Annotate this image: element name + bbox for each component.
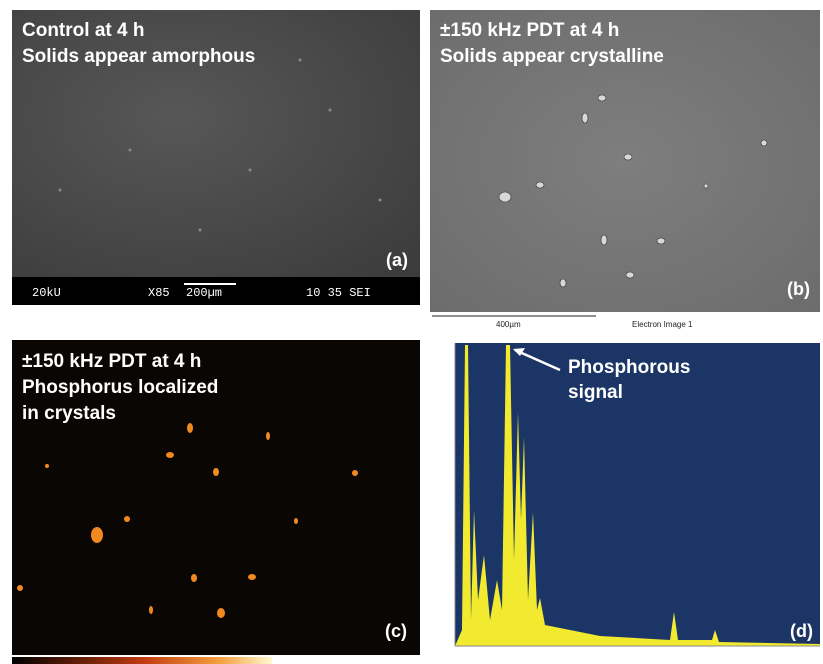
magnification: X85 [148, 286, 170, 300]
caption: ±150 kHz PDT at 4 h [440, 20, 619, 41]
panel-label: (b) [787, 279, 810, 299]
image-name: Electron Image 1 [632, 320, 693, 329]
info: 10 35 SEI [306, 286, 371, 300]
panel-c: ±150 kHz PDT at 4 h Phosphorus localized… [12, 340, 420, 664]
color-scale [12, 657, 272, 664]
annotation: Phosphorous [568, 357, 690, 378]
caption: Control at 4 h [22, 20, 144, 41]
caption: in crystals [22, 403, 116, 424]
scale: 400µm [496, 320, 521, 329]
caption: ±150 kHz PDT at 4 h [22, 351, 201, 372]
panel-a: Control at 4 h Solids appear amorphous (… [12, 10, 420, 305]
figure: Control at 4 h Solids appear amorphous (… [0, 0, 823, 664]
annotation: signal [568, 382, 623, 403]
panel-label: (a) [386, 250, 408, 270]
scale: 200µm [186, 286, 222, 300]
panel-label: (c) [385, 621, 407, 641]
panel-label: (d) [790, 621, 813, 641]
panel-b: ±150 kHz PDT at 4 h Solids appear crysta… [430, 10, 820, 329]
caption: Solids appear crystalline [440, 46, 664, 67]
caption: Solids appear amorphous [22, 46, 255, 67]
voltage: 20kU [32, 286, 61, 300]
caption: Phosphorus localized [22, 377, 218, 398]
panel-d: Phosphorous signal (d) [430, 340, 820, 664]
